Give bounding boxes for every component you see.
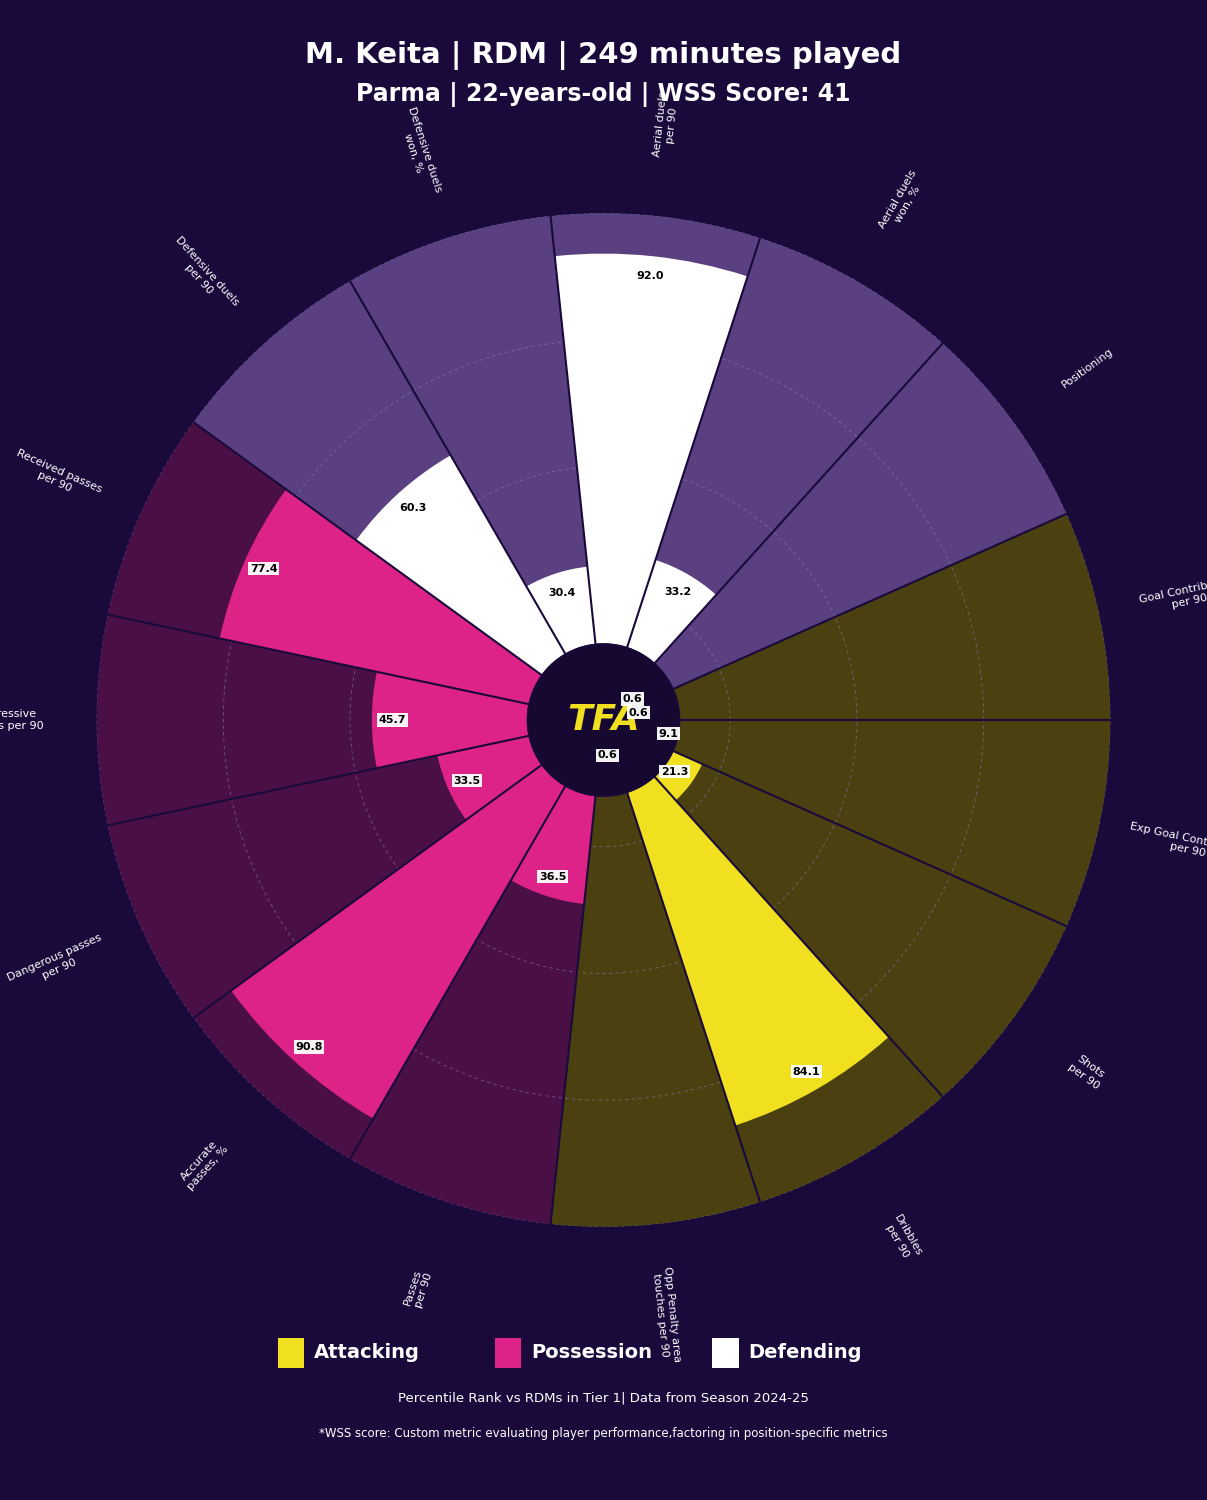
Bar <box>552 720 759 1227</box>
Bar <box>107 720 604 1017</box>
Text: Positioning: Positioning <box>1060 346 1115 390</box>
Text: Attacking: Attacking <box>314 1344 420 1362</box>
Bar <box>604 238 943 720</box>
Text: Passes
per 90: Passes per 90 <box>403 1268 435 1310</box>
Text: Defending: Defending <box>748 1344 862 1362</box>
Bar <box>220 489 604 720</box>
Text: Aerial duels
won, %: Aerial duels won, % <box>876 168 928 236</box>
Polygon shape <box>527 644 680 796</box>
Bar <box>356 456 604 720</box>
Text: M. Keita | RDM | 249 minutes played: M. Keita | RDM | 249 minutes played <box>305 40 902 70</box>
Text: 45.7: 45.7 <box>378 716 406 724</box>
Bar <box>350 720 604 1224</box>
Text: Dangerous passes
per 90: Dangerous passes per 90 <box>6 933 107 994</box>
Text: Aerial duels
per 90: Aerial duels per 90 <box>652 92 681 159</box>
Text: Received passes
per 90: Received passes per 90 <box>11 448 104 506</box>
Text: 84.1: 84.1 <box>793 1066 821 1077</box>
Text: Possession: Possession <box>531 1344 652 1362</box>
Text: 92.0: 92.0 <box>636 272 664 282</box>
Bar <box>604 720 888 1125</box>
Text: Parma | 22-years-old | WSS Score: 41: Parma | 22-years-old | WSS Score: 41 <box>356 82 851 106</box>
Bar <box>350 216 604 720</box>
Bar <box>232 720 604 1119</box>
Bar <box>604 720 1067 1096</box>
Text: Defensive duels
per 90: Defensive duels per 90 <box>165 236 241 316</box>
Bar <box>107 423 604 720</box>
Text: Exp Goal Contribution
per 90: Exp Goal Contribution per 90 <box>1126 821 1207 867</box>
Text: 90.8: 90.8 <box>296 1042 322 1052</box>
Text: Accurate
passes, %: Accurate passes, % <box>176 1137 229 1192</box>
Bar <box>372 672 604 768</box>
Bar <box>604 344 1067 720</box>
Text: Goal Contribution
per 90: Goal Contribution per 90 <box>1138 574 1207 616</box>
Bar <box>511 720 604 904</box>
Bar <box>604 720 943 1202</box>
Bar <box>604 720 702 800</box>
Bar <box>552 213 759 720</box>
Text: TFA: TFA <box>567 704 640 736</box>
Bar <box>555 254 747 720</box>
Text: 0.6: 0.6 <box>629 708 648 717</box>
Text: 36.5: 36.5 <box>538 871 566 882</box>
Bar <box>604 560 716 720</box>
Text: 33.2: 33.2 <box>664 586 692 597</box>
Text: 21.3: 21.3 <box>660 766 688 777</box>
Text: 30.4: 30.4 <box>548 588 576 597</box>
Bar <box>193 720 604 1160</box>
Bar <box>437 720 604 819</box>
Bar <box>526 567 604 720</box>
Text: 9.1: 9.1 <box>659 729 678 740</box>
Bar <box>604 720 605 723</box>
Bar <box>604 720 1110 926</box>
Bar <box>193 280 604 720</box>
Text: 60.3: 60.3 <box>398 503 426 513</box>
Text: 77.4: 77.4 <box>250 564 278 573</box>
Bar <box>604 514 1110 720</box>
Bar <box>604 720 649 738</box>
Text: Dribbles
per 90: Dribbles per 90 <box>882 1212 923 1263</box>
Text: 0.6: 0.6 <box>597 750 617 760</box>
Text: Percentile Rank vs RDMs in Tier 1| Data from Season 2024-25: Percentile Rank vs RDMs in Tier 1| Data … <box>398 1392 809 1404</box>
Text: Progressive
passes per 90: Progressive passes per 90 <box>0 710 45 730</box>
Text: Defensive duels
won, %: Defensive duels won, % <box>395 105 443 196</box>
Text: Shots
per 90: Shots per 90 <box>1067 1053 1108 1090</box>
Bar <box>97 615 604 825</box>
Text: 33.5: 33.5 <box>454 776 480 786</box>
Text: *WSS score: Custom metric evaluating player performance,factoring in position-sp: *WSS score: Custom metric evaluating pla… <box>319 1428 888 1440</box>
Bar <box>604 717 606 720</box>
Text: 0.6: 0.6 <box>623 694 642 703</box>
Text: Opp Penalty area
touches per 90: Opp Penalty area touches per 90 <box>651 1266 682 1364</box>
